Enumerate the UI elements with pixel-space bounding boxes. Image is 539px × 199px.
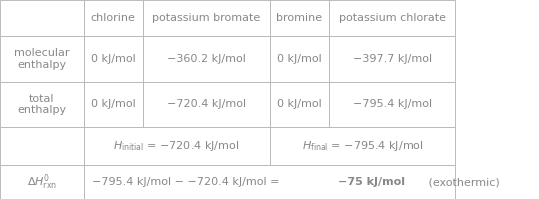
Bar xyxy=(270,36,329,82)
Bar xyxy=(329,82,455,127)
Bar xyxy=(84,127,270,165)
Bar xyxy=(143,82,270,127)
Text: $H_{\mathrm{final}}$ = −795.4 kJ/mol: $H_{\mathrm{final}}$ = −795.4 kJ/mol xyxy=(302,139,423,153)
Text: 0 kJ/mol: 0 kJ/mol xyxy=(277,54,322,64)
Text: −795.4 kJ/mol − −720.4 kJ/mol =: −795.4 kJ/mol − −720.4 kJ/mol = xyxy=(92,177,282,187)
Bar xyxy=(0,36,84,82)
Bar xyxy=(143,36,270,82)
Text: −397.7 kJ/mol: −397.7 kJ/mol xyxy=(353,54,432,64)
Bar xyxy=(0,165,84,199)
Text: $\Delta H^{0}_{\mathrm{rxn}}$: $\Delta H^{0}_{\mathrm{rxn}}$ xyxy=(27,172,57,192)
Bar xyxy=(270,82,329,127)
Bar xyxy=(270,0,329,36)
Text: bromine: bromine xyxy=(276,13,322,23)
Bar xyxy=(0,127,84,165)
Text: 0 kJ/mol: 0 kJ/mol xyxy=(91,100,136,109)
Bar xyxy=(0,82,84,127)
Text: −720.4 kJ/mol: −720.4 kJ/mol xyxy=(167,100,246,109)
Text: −795.4 kJ/mol: −795.4 kJ/mol xyxy=(353,100,432,109)
Bar xyxy=(143,0,270,36)
Bar xyxy=(84,82,143,127)
Bar xyxy=(0,0,84,36)
Text: potassium bromate: potassium bromate xyxy=(152,13,260,23)
Text: $H_{\mathrm{initial}}$ = −720.4 kJ/mol: $H_{\mathrm{initial}}$ = −720.4 kJ/mol xyxy=(113,139,240,153)
Text: molecular
enthalpy: molecular enthalpy xyxy=(14,48,70,69)
Bar xyxy=(329,0,455,36)
Text: chlorine: chlorine xyxy=(91,13,136,23)
Bar xyxy=(84,36,143,82)
Text: 0 kJ/mol: 0 kJ/mol xyxy=(277,100,322,109)
Text: 0 kJ/mol: 0 kJ/mol xyxy=(91,54,136,64)
Text: −75 kJ/mol: −75 kJ/mol xyxy=(338,177,405,187)
Text: total
enthalpy: total enthalpy xyxy=(17,94,66,115)
Text: potassium chlorate: potassium chlorate xyxy=(338,13,446,23)
Text: −360.2 kJ/mol: −360.2 kJ/mol xyxy=(167,54,246,64)
Bar xyxy=(84,0,143,36)
Text: (exothermic): (exothermic) xyxy=(425,177,499,187)
Bar xyxy=(329,36,455,82)
Bar xyxy=(270,127,455,165)
Bar xyxy=(84,165,455,199)
